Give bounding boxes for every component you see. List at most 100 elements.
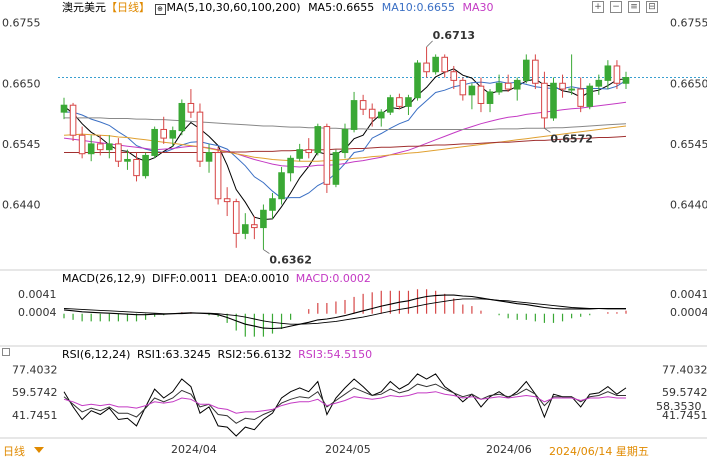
candle-body — [468, 85, 476, 96]
price-y-tick-left: 0.6650 — [2, 77, 41, 90]
candle-body — [396, 97, 403, 107]
rsi1-value: RSI1:63.3245 — [136, 348, 212, 361]
rsi-line-rsi3 — [63, 391, 626, 414]
candle-body — [350, 100, 358, 130]
macd-line-diff — [63, 294, 626, 330]
x-label-apr: 2024/04 — [171, 443, 217, 456]
candle-body — [96, 143, 104, 151]
settings-icon[interactable]: ≡ — [628, 1, 640, 13]
candle-body — [450, 71, 458, 81]
candle-body — [622, 77, 630, 84]
footer-date-text: 2024/06/14 — [549, 445, 613, 458]
candle-body — [60, 104, 68, 113]
candle-body — [269, 198, 276, 211]
candle-body — [513, 79, 521, 90]
rsi2-value: RSI2:56.6132 — [217, 348, 292, 361]
x-label-may: 2024/05 — [325, 443, 371, 456]
rsi-collapse-icon[interactable] — [2, 348, 10, 356]
candle-body — [568, 88, 575, 91]
macd-y-tick-right: 0.0004 — [670, 306, 707, 319]
rsi-y-tick-left: 77.4032 — [12, 364, 58, 377]
ma-toggle-icon[interactable]: ⊕ — [154, 4, 166, 15]
price-y-tick-left: 0.6440 — [2, 199, 41, 212]
annotation-leader — [544, 127, 551, 133]
candle-body — [559, 82, 566, 90]
candle-body — [414, 62, 421, 99]
candle-body — [87, 143, 95, 155]
candle-body — [368, 108, 376, 119]
footer-date: 2024/06/14 星期五 — [549, 443, 649, 459]
candle-body — [423, 62, 430, 73]
candle-body — [115, 143, 122, 162]
macd-macd: MACD:0.0002 — [295, 272, 371, 285]
candle-body — [287, 157, 294, 174]
candle-body — [278, 172, 285, 200]
rsi-y-tick-right: 41.7451 — [662, 409, 707, 422]
price-annotation: 0.6572 — [550, 132, 592, 145]
candle-body — [223, 198, 231, 203]
price-y-tick-left: 0.6755 — [2, 17, 41, 30]
price-annotation: 0.6713 — [433, 29, 475, 42]
annotation-leader — [263, 249, 270, 254]
zoom-out-icon[interactable]: − — [610, 1, 622, 13]
price-y-tick-right: 0.6650 — [670, 77, 707, 90]
price-y-tick-left: 0.6545 — [2, 138, 41, 151]
symbol-name: 澳元美元 — [62, 1, 106, 14]
annotation-leader — [426, 40, 433, 48]
macd-dea: DEA:0.0010 — [224, 272, 290, 285]
candle-body — [196, 111, 204, 162]
candle-body — [577, 88, 584, 107]
rsi-last-tag: 58.3530 — [656, 400, 702, 413]
candle-body — [405, 97, 412, 107]
candle-body — [341, 128, 349, 154]
footer-period-label[interactable]: 日线 — [3, 445, 25, 458]
candle-body — [477, 85, 485, 104]
candle-body — [604, 65, 612, 81]
candle-body — [550, 82, 557, 119]
candle-body — [133, 158, 140, 177]
rsi-y-tick-left: 59.5742 — [12, 386, 58, 399]
candle-body — [541, 82, 548, 119]
price-y-tick-right: 0.6440 — [670, 199, 707, 212]
candle-body — [151, 128, 158, 156]
x-label-jun: 2024/06 — [486, 443, 532, 456]
candle-body — [232, 201, 240, 234]
candle-body — [205, 152, 213, 162]
candle-body — [124, 158, 131, 162]
price-y-tick-right: 0.6545 — [670, 138, 707, 151]
rsi-params: RSI(6,12,24) — [62, 348, 131, 361]
rsi-y-tick-right: 77.4032 — [662, 364, 707, 377]
rsi3-value: RSI3:54.5150 — [298, 348, 373, 361]
candle-body — [241, 224, 249, 234]
candle-body — [441, 56, 449, 73]
rsi-y-tick-right: 59.5742 — [662, 386, 707, 399]
candle-body — [613, 65, 621, 84]
candle-body — [178, 102, 186, 132]
candle-body — [459, 79, 467, 96]
period-label[interactable]: 【日线】 — [106, 1, 150, 14]
zoom-in-icon[interactable]: + — [592, 1, 604, 13]
candle-body — [106, 143, 113, 151]
macd-y-tick-left: 0.0004 — [18, 306, 57, 319]
macd-y-tick-left: 0.0041 — [18, 288, 57, 301]
candle-body — [377, 111, 385, 119]
candle-body — [78, 134, 86, 155]
candle-body — [522, 59, 530, 81]
candle-body — [169, 130, 177, 139]
collapse-icon[interactable]: ⊟ — [646, 1, 658, 13]
candle-body — [387, 97, 394, 113]
candle-body — [595, 79, 603, 87]
candle-body — [323, 126, 331, 185]
macd-y-tick-right: 0.0041 — [670, 288, 707, 301]
rsi-header: RSI(6,12,24) RSI1:63.3245 RSI2:56.6132 R… — [62, 348, 372, 362]
ma5-value: MA5:0.6655 — [308, 1, 375, 14]
rsi-line-rsi1 — [63, 373, 627, 437]
candle-body — [532, 59, 539, 84]
macd-line-dea — [63, 298, 626, 325]
ma30-value: MA30 — [462, 1, 494, 14]
candle-body — [359, 100, 367, 110]
candle-body — [586, 85, 594, 107]
candle-body — [187, 102, 195, 113]
footer-expand-icon[interactable] — [34, 447, 44, 453]
